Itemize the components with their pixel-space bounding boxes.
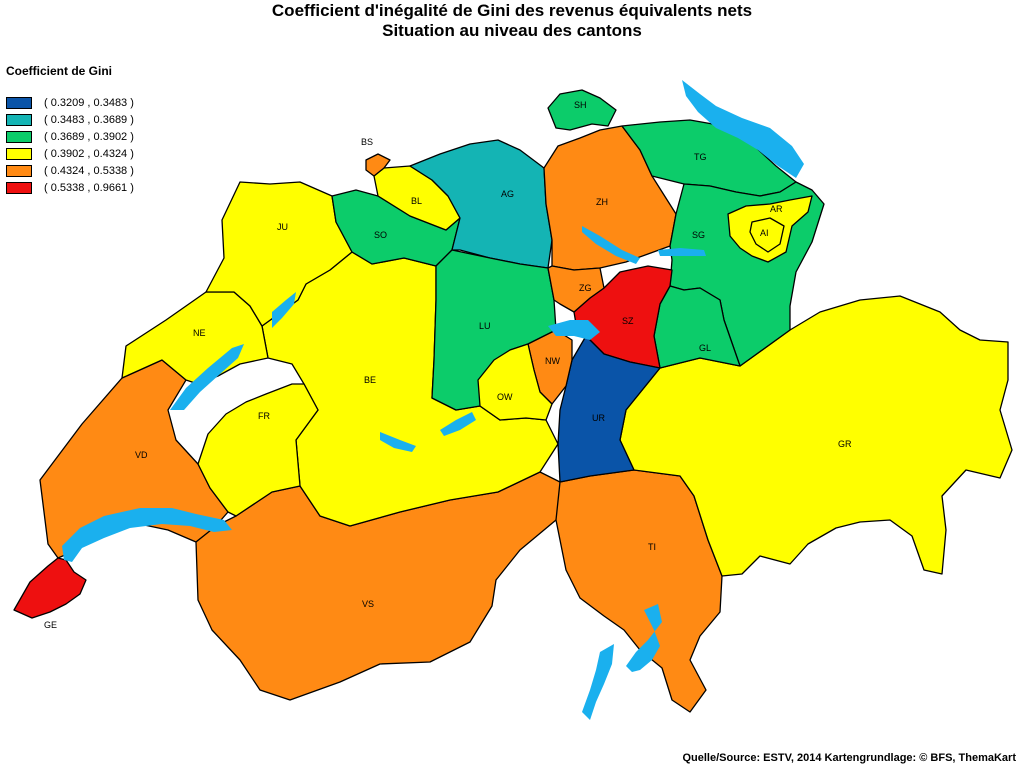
- label-JU: JU: [277, 222, 288, 232]
- legend-swatch: [6, 181, 32, 194]
- label-GR: GR: [838, 439, 852, 449]
- label-SZ: SZ: [622, 316, 634, 326]
- label-OW: OW: [497, 392, 513, 402]
- legend-label: ( 0.3902 , 0.4324 ): [44, 147, 134, 160]
- legend-swatch: [6, 130, 32, 143]
- canton-labels: GE VD VS TI GR BE FR NE JU SO BL BS AG L…: [44, 100, 852, 630]
- legend-label: ( 0.5338 , 0.9661 ): [44, 181, 134, 194]
- label-NW: NW: [545, 356, 560, 366]
- legend-swatch: [6, 164, 32, 177]
- legend-title: Coefficient de Gini: [6, 64, 113, 78]
- label-AI: AI: [760, 228, 769, 238]
- label-SG: SG: [692, 230, 705, 240]
- legend-swatch: [6, 113, 32, 126]
- label-LU: LU: [479, 321, 491, 331]
- canton-AI[interactable]: [749, 217, 785, 253]
- label-BL: BL: [411, 196, 422, 206]
- legend-label: ( 0.3209 , 0.3483 ): [44, 96, 134, 109]
- label-AR: AR: [770, 204, 783, 214]
- legend: ( 0.3209 , 0.3483 ) ( 0.3483 , 0.3689 ) …: [6, 94, 134, 196]
- legend-label: ( 0.3689 , 0.3902 ): [44, 130, 134, 143]
- lakes: [62, 80, 804, 720]
- label-VS: VS: [362, 599, 374, 609]
- source-footer: Quelle/Source: ESTV, 2014 Kartengrundlag…: [682, 752, 1016, 764]
- legend-item: ( 0.3209 , 0.3483 ): [6, 94, 134, 111]
- label-NE: NE: [193, 328, 206, 338]
- legend-swatch: [6, 147, 32, 160]
- label-TI: TI: [648, 542, 656, 552]
- label-UR: UR: [592, 413, 605, 423]
- legend-item: ( 0.5338 , 0.9661 ): [6, 179, 134, 196]
- label-BS: BS: [361, 137, 373, 147]
- legend-item: ( 0.3902 , 0.4324 ): [6, 145, 134, 162]
- label-VD: VD: [135, 450, 148, 460]
- label-SH: SH: [574, 100, 587, 110]
- map-title: Coefficient d'inégalité de Gini des reve…: [271, 1, 753, 20]
- legend-label: ( 0.4324 , 0.5338 ): [44, 164, 134, 177]
- legend-item: ( 0.3483 , 0.3689 ): [6, 111, 134, 128]
- map-subtitle: Situation au niveau des cantons: [382, 21, 642, 40]
- legend-label: ( 0.3483 , 0.3689 ): [44, 113, 134, 126]
- label-FR: FR: [258, 411, 270, 421]
- canton-BS[interactable]: [365, 153, 391, 177]
- canton-GE[interactable]: [13, 557, 87, 619]
- label-BE: BE: [364, 375, 376, 385]
- legend-item: ( 0.3689 , 0.3902 ): [6, 128, 134, 145]
- label-AG: AG: [501, 189, 514, 199]
- legend-item: ( 0.4324 , 0.5338 ): [6, 162, 134, 179]
- canton-FR[interactable]: [197, 383, 319, 517]
- label-GL: GL: [699, 343, 711, 353]
- label-TG: TG: [694, 152, 707, 162]
- label-ZH: ZH: [596, 197, 608, 207]
- canton-SH[interactable]: [547, 89, 617, 131]
- canton-OW[interactable]: [477, 343, 553, 421]
- label-GE: GE: [44, 620, 57, 630]
- label-ZG: ZG: [579, 283, 592, 293]
- canton-UR[interactable]: [557, 335, 661, 483]
- legend-swatch: [6, 96, 32, 109]
- canton-ZG[interactable]: [547, 265, 605, 313]
- label-SO: SO: [374, 230, 387, 240]
